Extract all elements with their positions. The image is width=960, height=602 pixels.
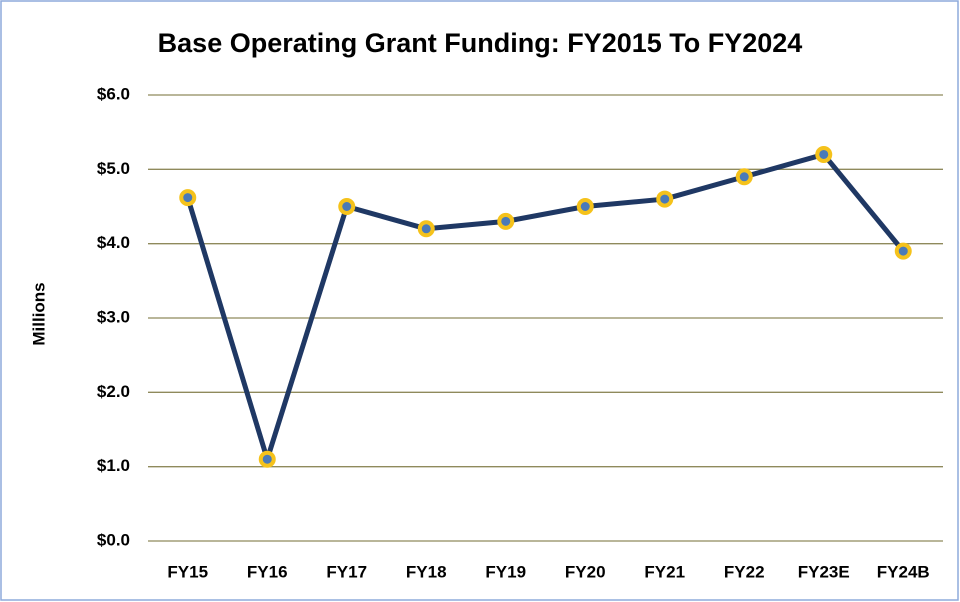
data-point — [338, 198, 356, 215]
x-tick-label: FY15 — [167, 562, 208, 581]
data-point — [417, 220, 435, 238]
data-point — [258, 450, 276, 468]
x-tick-label: FY18 — [406, 562, 447, 581]
data-point — [735, 168, 753, 186]
x-tick-label: FY23E — [798, 562, 850, 581]
x-tick-label: FY22 — [724, 562, 765, 581]
x-tick-label: FY24B — [877, 562, 930, 581]
y-tick-label: $6.0 — [97, 84, 130, 103]
x-tick-label: FY19 — [485, 562, 526, 581]
data-point — [576, 198, 594, 215]
y-tick-label: $5.0 — [97, 159, 130, 178]
y-tick-label: $0.0 — [97, 530, 130, 549]
x-tick-label: FY16 — [247, 562, 288, 581]
data-point — [497, 212, 515, 230]
data-point — [656, 190, 674, 208]
data-point — [894, 242, 912, 260]
y-tick-label: $2.0 — [97, 382, 130, 401]
data-point — [815, 145, 833, 163]
y-tick-label: $3.0 — [97, 307, 130, 326]
x-tick-label: FY17 — [326, 562, 367, 581]
data-line — [185, 151, 906, 462]
data-point — [179, 189, 197, 207]
y-tick-label: $4.0 — [97, 233, 130, 252]
y-axis-label: Millions — [29, 282, 48, 345]
chart-title: Base Operating Grant Funding: FY2015 To … — [158, 28, 803, 58]
x-tick-label: FY21 — [644, 562, 685, 581]
x-tick-label: FY20 — [565, 562, 606, 581]
y-tick-label: $1.0 — [97, 456, 130, 475]
